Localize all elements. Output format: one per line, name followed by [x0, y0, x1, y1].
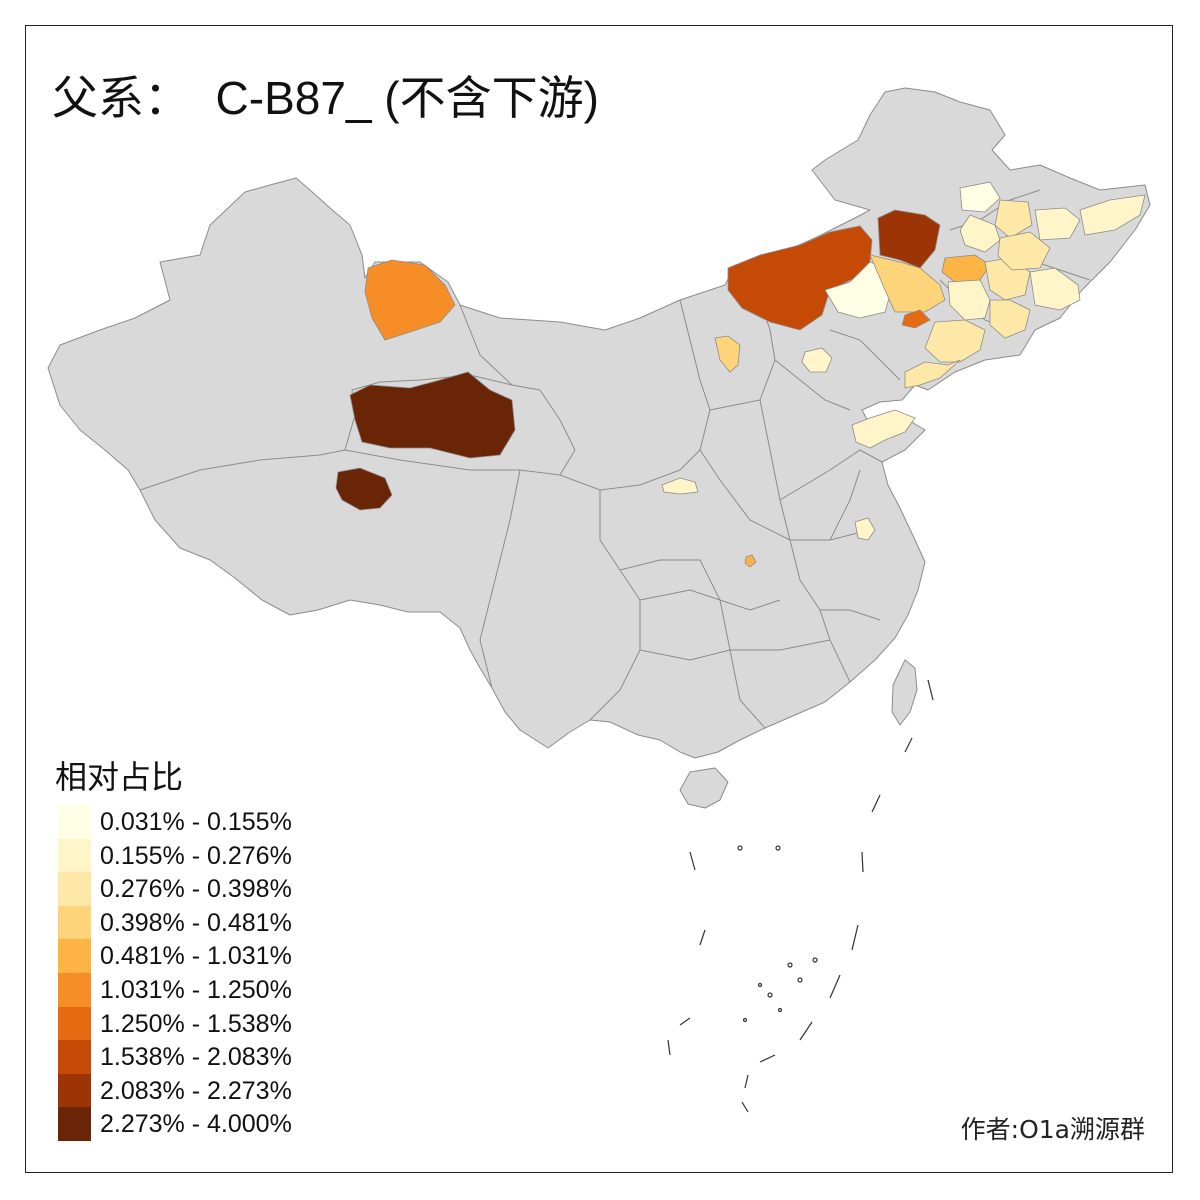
region-hubei-dot	[744, 554, 757, 568]
region-heilongjiang-d	[1079, 194, 1146, 236]
legend-swatch	[58, 872, 91, 907]
legend-swatch	[58, 939, 91, 974]
legend-item: 2.083% - 2.273%	[58, 1073, 358, 1108]
hainan-island	[679, 767, 729, 809]
legend-swatch	[58, 1006, 91, 1041]
region-jilin-c	[989, 299, 1031, 339]
region-xinjiang-altay	[364, 259, 456, 341]
legend-label: 0.398% - 0.481%	[100, 908, 292, 937]
legend-label: 2.273% - 4.000%	[100, 1110, 292, 1139]
legend-item: 0.031% - 0.155%	[58, 805, 358, 839]
legend-swatch	[58, 838, 91, 873]
legend-swatch	[58, 972, 91, 1007]
legend-item: 1.538% - 2.083%	[58, 1040, 358, 1075]
legend-item: 1.031% - 1.250%	[58, 972, 358, 1007]
author-credit: 作者:O1a溯源群	[960, 1115, 1145, 1144]
legend-item: 2.273% - 4.000%	[58, 1107, 358, 1142]
region-inner-mongolia-east-b	[901, 309, 931, 329]
region-heilongjiang-b	[994, 199, 1033, 239]
legend-swatch	[58, 905, 91, 940]
country-outline	[47, 87, 1151, 759]
region-heilongjiang-c	[1034, 207, 1081, 241]
legend-label: 0.276% - 0.398%	[100, 875, 292, 904]
legend-swatch	[58, 805, 91, 839]
region-jiangsu-small	[854, 517, 876, 541]
legend-swatch	[58, 1107, 91, 1142]
legend-label: 0.031% - 0.155%	[100, 808, 292, 836]
region-qinghai-west	[349, 371, 516, 459]
legend-item: 0.276% - 0.398%	[58, 872, 358, 907]
region-jilin-b	[1029, 267, 1081, 311]
region-inner-mongolia-hulun	[877, 209, 941, 269]
legend-title: 相对占比	[55, 758, 184, 796]
legend: 0.031% - 0.155% 0.155% - 0.276% 0.276% -…	[58, 805, 358, 1142]
south-sea-islands	[667, 679, 934, 1113]
region-heilongjiang-a	[959, 181, 1001, 213]
legend-item: 1.250% - 1.538%	[58, 1006, 358, 1041]
region-heilongjiang-f	[959, 214, 1001, 253]
legend-item: 0.155% - 0.276%	[58, 838, 358, 873]
region-north-china-a	[801, 347, 833, 373]
legend-swatch	[58, 1040, 91, 1075]
region-northeast-c	[924, 319, 986, 363]
region-northeast-b	[947, 279, 991, 321]
legend-label: 1.031% - 1.250%	[100, 975, 292, 1004]
colored-regions	[335, 181, 1146, 568]
legend-label: 1.538% - 2.083%	[100, 1043, 292, 1072]
region-tibet-north	[335, 467, 393, 511]
legend-label: 2.083% - 2.273%	[100, 1076, 292, 1105]
region-gansu-small	[661, 477, 699, 495]
legend-label: 1.250% - 1.538%	[100, 1009, 292, 1038]
legend-item: 0.398% - 0.481%	[58, 905, 358, 940]
legend-label: 0.481% - 1.031%	[100, 942, 292, 971]
base-land	[47, 87, 1151, 809]
legend-label: 0.155% - 0.276%	[100, 841, 292, 870]
region-small-west	[714, 335, 741, 373]
legend-item: 0.481% - 1.031%	[58, 939, 358, 974]
region-heilongjiang-e	[997, 231, 1051, 271]
taiwan-island	[891, 659, 918, 726]
region-inner-mongolia-east-a	[869, 254, 946, 313]
region-liaoning-coast	[904, 359, 961, 389]
map-title: 父系： C-B87_ (不含下游)	[52, 72, 599, 124]
region-shandong	[851, 409, 916, 449]
legend-swatch	[58, 1073, 91, 1108]
